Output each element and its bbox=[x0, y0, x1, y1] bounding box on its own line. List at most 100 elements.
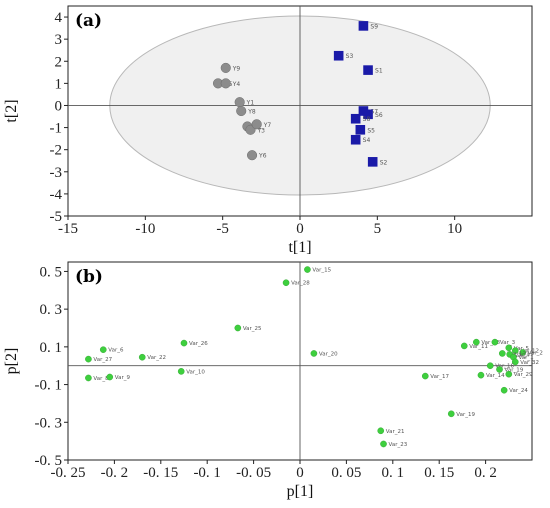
x-tick-label: -10 bbox=[135, 221, 155, 237]
loading-point-label: Var_18 bbox=[481, 340, 500, 346]
loading-point-Var_9 bbox=[106, 373, 114, 381]
y-axis-label: t[2] bbox=[3, 99, 20, 122]
loading-point-label: Var_23 bbox=[389, 442, 408, 448]
loading-point-Var_11 bbox=[460, 342, 468, 350]
score-point-label: Y9 bbox=[232, 65, 241, 72]
loading-point-Var_2 bbox=[519, 349, 527, 356]
x-tick-label: 0 bbox=[296, 465, 304, 481]
loading-point-Var_25 bbox=[234, 324, 242, 332]
y-tick-label: -4 bbox=[50, 187, 63, 203]
y-tick-label: 0. 3 bbox=[40, 302, 63, 318]
loading-point-label: Var_32 bbox=[520, 360, 539, 366]
score-point-Y4 bbox=[220, 78, 231, 89]
score-point-S1 bbox=[363, 65, 373, 75]
loading-point-label: Var_26 bbox=[189, 341, 208, 347]
x-tick-label: 10 bbox=[447, 221, 462, 237]
x-tick-label: -0. 15 bbox=[143, 465, 178, 481]
score-point-label: Y7 bbox=[263, 122, 272, 129]
panel-label: (b) bbox=[75, 267, 103, 287]
y-axis-label: p[2] bbox=[3, 348, 20, 375]
score-point-Y6 bbox=[247, 150, 258, 161]
x-tick-label: 0. 05 bbox=[331, 465, 361, 481]
score-point-label: Y1 bbox=[246, 100, 255, 107]
loading-point-Var_24 bbox=[500, 386, 508, 394]
loading-point-Var_23 bbox=[380, 440, 387, 448]
score-point-label: Y8 bbox=[247, 109, 256, 116]
score-point-Y1 bbox=[234, 97, 245, 108]
loading-point-Var_21 bbox=[377, 427, 385, 435]
loading-point-label: Var_10 bbox=[186, 369, 205, 375]
score-point-Y8 bbox=[236, 105, 247, 117]
loading-point-label: Var_12 bbox=[520, 349, 539, 355]
y-tick-label: 2 bbox=[55, 54, 63, 70]
x-tick-label: 5 bbox=[374, 221, 382, 237]
x-tick-label: -0. 2 bbox=[101, 465, 129, 481]
score-point-Y9 bbox=[220, 62, 231, 73]
score-point-S8 bbox=[350, 113, 361, 124]
x-tick-label: -0. 25 bbox=[51, 465, 86, 481]
loading-point-label: Var_19 bbox=[505, 367, 524, 373]
score-point-label: S9 bbox=[370, 23, 378, 30]
score-point-label: S4 bbox=[363, 137, 371, 144]
loading-point-Var_6 bbox=[99, 346, 107, 353]
panel-b: -0. 25 -0. 2 -0. 15 -0. 1 -0. 05 0 0. 05 0. 1 0.… bbox=[3, 261, 543, 500]
x-tick-label: 0 bbox=[296, 221, 304, 237]
score-point-S3 bbox=[333, 50, 344, 61]
loading-point-label: Var_2 bbox=[528, 351, 543, 357]
loading-point-Var_19 bbox=[447, 410, 455, 418]
loading-point-Var_5 bbox=[505, 344, 513, 352]
loading-point-label: Var_25 bbox=[243, 326, 262, 332]
x-tick-label: -5 bbox=[216, 221, 229, 237]
loading-point-Var_10 bbox=[177, 368, 185, 375]
loading-point-label: Var_14 bbox=[486, 373, 505, 379]
y-tick-label: -0. 5 bbox=[35, 453, 63, 469]
score-point-label: S3 bbox=[346, 53, 354, 60]
loading-point-label: Var_5 bbox=[514, 346, 530, 352]
loading-point-Var_17 bbox=[421, 372, 429, 380]
loading-point-Var_20 bbox=[310, 350, 318, 357]
loading-point-label: Var_16 bbox=[495, 364, 514, 370]
loading-point-label: Var_11 bbox=[469, 344, 488, 350]
score-point-label: S2 bbox=[380, 159, 388, 166]
panel-label: (a) bbox=[75, 11, 102, 31]
panel-a: -15 -10 -5 0 5 10-5-4-3-2-101234t[1]t[2](a)Y9… bbox=[3, 5, 533, 256]
loading-point-label: Var_3 bbox=[500, 340, 516, 346]
loading-point-label: Var_27 bbox=[93, 357, 112, 363]
y-tick-label: -0. 1 bbox=[35, 378, 63, 394]
loading-point-label: Var_9 bbox=[115, 375, 131, 381]
score-point-label: S8 bbox=[363, 116, 371, 123]
score-point-label: S1 bbox=[375, 68, 383, 75]
y-tick-label: 1 bbox=[55, 76, 63, 92]
loading-point-Var_32 bbox=[511, 358, 519, 366]
loading-point-Var_13 bbox=[499, 350, 506, 357]
y-tick-label: -2 bbox=[50, 143, 63, 159]
x-tick-label: 0. 2 bbox=[474, 465, 497, 481]
y-tick-label: 0. 5 bbox=[40, 264, 63, 280]
loading-point-label: Var_6 bbox=[108, 348, 124, 354]
loading-point-label: Var_21 bbox=[386, 429, 405, 435]
score-point-S2 bbox=[367, 157, 378, 167]
score-point-Y7 bbox=[251, 119, 262, 130]
loading-point-Var_19 bbox=[496, 366, 503, 373]
loading-point-Var_3 bbox=[491, 338, 499, 346]
loading-point-Var_15 bbox=[304, 266, 311, 273]
loading-point-label: Var_29 bbox=[514, 372, 533, 378]
score-point-S6 bbox=[363, 109, 373, 120]
y-tick-label: 3 bbox=[55, 32, 63, 48]
loading-point-label: Var_15 bbox=[312, 268, 331, 274]
y-tick-label: 0 bbox=[55, 98, 63, 114]
x-tick-label: 0. 1 bbox=[382, 465, 405, 481]
loading-point-label: Var_28 bbox=[291, 281, 310, 287]
score-point-label: Y3 bbox=[257, 127, 266, 134]
score-point-label: S7 bbox=[370, 109, 378, 116]
x-tick-label: -0. 05 bbox=[236, 465, 271, 481]
loading-point-Var_29 bbox=[505, 370, 513, 378]
loading-point-label: Var_1 bbox=[518, 355, 533, 361]
x-tick-label: 0. 15 bbox=[424, 465, 454, 481]
loading-point-Var_18 bbox=[473, 338, 480, 346]
y-tick-label: -1 bbox=[50, 121, 63, 137]
y-tick-label: -0. 3 bbox=[35, 415, 63, 431]
loading-point-Var_27 bbox=[85, 355, 92, 363]
y-tick-label: -3 bbox=[50, 165, 63, 181]
